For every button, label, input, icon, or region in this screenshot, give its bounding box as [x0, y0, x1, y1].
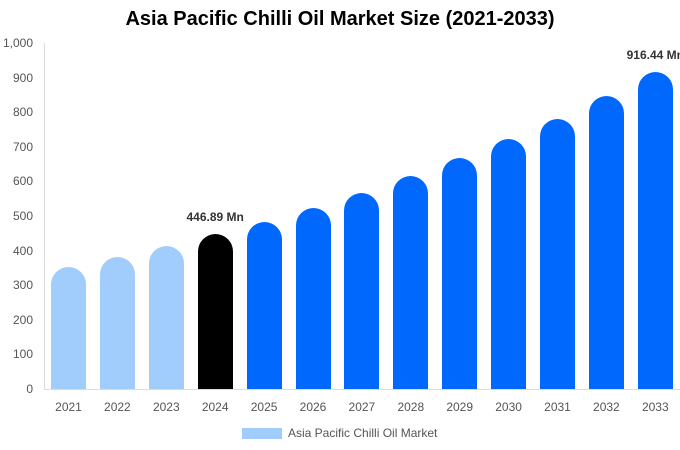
legend: Asia Pacific Chilli Oil Market: [242, 426, 437, 440]
y-tick-label: 700: [12, 139, 33, 154]
y-tick-label: 900: [12, 70, 33, 85]
bar-2022[interactable]: [99, 257, 135, 389]
y-tick-label: 800: [12, 105, 33, 120]
bar-2033[interactable]: [637, 71, 673, 389]
bar-2032[interactable]: [588, 96, 624, 389]
x-tick-label: 2026: [299, 400, 327, 414]
data-label-2033: 916.44 Mn: [626, 47, 680, 62]
y-axis-line: [44, 43, 45, 390]
x-tick-label: 2030: [495, 400, 522, 414]
bar-2029[interactable]: [442, 158, 478, 389]
x-tick-label: 2031: [544, 400, 571, 414]
x-tick-label: 2021: [55, 400, 82, 414]
y-tick-label: 1,000: [2, 36, 33, 50]
x-tick-label: 2022: [104, 400, 131, 414]
bar-2030[interactable]: [491, 139, 527, 389]
y-tick-label: 600: [12, 174, 33, 189]
x-tick-label: 2028: [397, 400, 425, 414]
x-tick-label: 2023: [152, 400, 180, 414]
bar-2025[interactable]: [246, 221, 282, 389]
legend-label: Asia Pacific Chilli Oil Market: [288, 426, 438, 440]
y-tick-label: 400: [12, 243, 33, 258]
bar-2028[interactable]: [393, 176, 429, 389]
x-tick-label: 2029: [446, 400, 474, 414]
y-tick-label: 0: [26, 382, 33, 396]
chart-title: Asia Pacific Chilli Oil Market Size (202…: [125, 8, 555, 30]
bar-2026[interactable]: [295, 207, 331, 389]
y-tick-label: 200: [12, 312, 33, 327]
x-tick-label: 2027: [348, 400, 376, 414]
legend-swatch: [242, 427, 282, 439]
x-tick-label: 2025: [250, 400, 278, 414]
x-tick-label: 2032: [593, 400, 620, 414]
y-tick-label: 300: [12, 278, 33, 293]
data-label-2024: 446.89 Mn: [186, 210, 244, 225]
bar-2021[interactable]: [51, 267, 86, 389]
y-tick-label: 100: [12, 347, 33, 362]
x-axis-line: [44, 389, 680, 390]
bar-2023[interactable]: [148, 246, 184, 389]
bar-2024[interactable]: [197, 234, 233, 389]
bar-2027[interactable]: [344, 192, 380, 389]
bar-2031[interactable]: [540, 118, 575, 389]
x-tick-label: 2024: [201, 400, 229, 414]
y-tick-label: 500: [12, 209, 33, 223]
x-tick-label: 2033: [641, 400, 669, 414]
